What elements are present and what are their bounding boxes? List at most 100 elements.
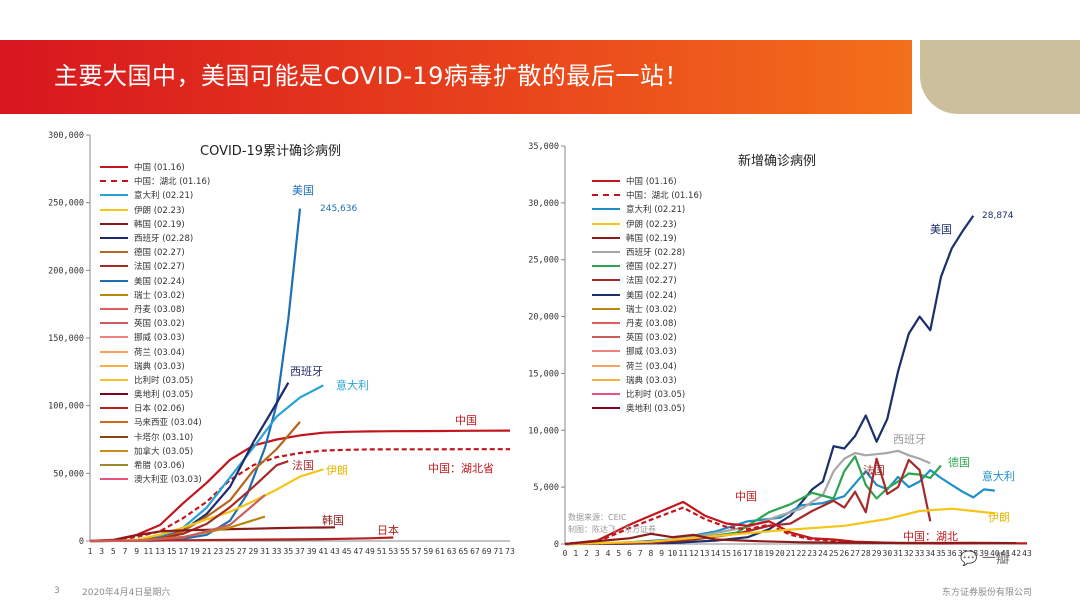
legend-item: 中国：湖北 (01.16) [592,188,702,202]
legend-swatch [100,364,128,367]
x-tick-label: 35 [936,549,946,558]
legend-swatch [100,265,128,268]
x-tick-label: 22 [797,549,807,558]
legend-swatch [100,222,128,225]
x-tick-label: 3 [595,549,600,558]
y-tick-label: 25,000 [528,256,559,266]
x-tick-label: 29 [872,549,882,558]
legend-label: 澳大利亚 (03.03) [134,475,202,486]
legend-item: 瑞典 (03.03) [592,373,702,387]
series-line-美国 [564,215,975,546]
legend-label: 比利时 (03.05) [626,389,686,400]
legend-label: 挪威 (03.03) [626,347,677,358]
series-line-英国 [89,494,266,543]
source-line: 制图：陈达飞，东方证券 [568,525,656,534]
annotation-label: 中国 [455,414,477,427]
annotation-label: 西班牙 [290,365,323,378]
x-tick-label: 26 [840,549,850,558]
legend-item: 伊朗 (02.23) [592,217,702,231]
legend-label: 挪威 (03.03) [134,333,185,344]
legend-swatch [100,435,128,438]
legend-label: 瑞典 (03.03) [626,375,677,386]
legend-item: 西班牙 (02.28) [100,231,210,245]
legend-swatch [100,464,128,467]
legend-swatch [592,378,620,381]
legend-label: 法国 (02.27) [134,262,185,273]
legend-label: 韩国 (02.19) [626,233,677,244]
y-tick-label: 35,000 [528,142,559,152]
legend-label: 奥地利 (03.05) [626,404,686,415]
x-tick-label: 67 [470,547,480,556]
legend-label: 美国 (02.24) [134,276,185,287]
x-tick-label: 2 [584,549,589,558]
x-tick-label: 8 [649,549,654,558]
legend-item: 澳大利亚 (03.03) [100,472,210,486]
x-tick-label: 27 [237,547,247,556]
x-tick-label: 9 [659,549,664,558]
legend-item: 挪威 (03.03) [100,330,210,344]
legend-label: 西班牙 (02.28) [626,248,686,259]
legend-item: 比利时 (03.05) [592,387,702,401]
legend-item: 瑞典 (03.03) [100,359,210,373]
watermark: 💬 一瓣 [960,548,1010,568]
legend-label: 意大利 (02.21) [626,205,686,216]
legend-label: 英国 (03.02) [134,319,185,330]
legend-label: 伊朗 (02.23) [626,219,677,230]
annotation-label: 法国 [292,458,314,472]
x-tick-label: 55 [400,547,410,556]
chart-2-title: 新增确诊病例 [738,154,817,169]
annotation-label: 法国 [863,463,885,477]
legend-swatch [592,293,620,296]
legend-label: 丹麦 (03.08) [134,304,185,315]
x-tick-label: 25 [225,547,235,556]
x-tick-label: 41 [319,547,329,556]
x-tick-label: 12 [689,549,699,558]
legend-swatch [100,293,128,296]
legend-label: 德国 (02.27) [626,262,677,273]
legend-label: 比利时 (03.05) [134,375,194,386]
legend-swatch [100,421,128,424]
legend-label: 瑞典 (03.03) [134,361,185,372]
legend-item: 中国：湖北 (01.16) [100,174,210,188]
legend-item: 希腊 (03.06) [100,458,210,472]
x-tick-label: 14 [711,549,721,558]
legend-item: 美国 (02.24) [592,288,702,302]
x-tick-label: 5 [616,549,621,558]
legend-item: 瑞士 (03.02) [100,288,210,302]
legend-item: 奥地利 (03.05) [100,387,210,401]
x-tick-label: 38 [968,549,978,558]
x-tick-label: 47 [354,547,364,556]
legend-swatch [100,166,128,169]
x-tick-label: 65 [459,547,469,556]
legend-label: 中国 (01.16) [626,177,677,188]
x-tick-label: 15 [721,549,731,558]
x-tick-label: 7 [123,547,128,556]
x-tick-label: 34 [925,549,935,558]
y-tick-label: 50,000 [53,469,84,479]
legend-swatch [100,378,128,381]
legend-label: 希腊 (03.06) [134,461,185,472]
footer-date: 2020年4月4日星期六 [82,588,171,598]
legend-swatch [100,180,128,183]
legend-item: 加拿大 (03.05) [100,444,210,458]
legend-label: 美国 (02.24) [626,290,677,301]
y-tick-label: 300,000 [48,131,84,141]
series-line-中国：湖北 [89,448,510,542]
legend-swatch [592,350,620,353]
legend-label: 马来西亚 (03.04) [134,418,202,429]
x-tick-label: 17 [743,549,753,558]
annotation-label: 28,874 [982,211,1014,221]
x-tick-label: 39 [979,549,989,558]
legend-label: 卡塔尔 (03.10) [134,432,194,443]
legend-swatch [100,251,128,254]
annotation-label: 中国：湖北省 [428,462,494,475]
x-tick-label: 16 [732,549,742,558]
y-tick-label: 30,000 [528,199,559,209]
x-tick-label: 43 [330,547,340,556]
x-tick-label: 49 [365,547,375,556]
annotation-label: 伊朗 [326,464,348,477]
series-line-伊朗 [564,507,995,546]
x-tick-label: 18 [754,549,764,558]
